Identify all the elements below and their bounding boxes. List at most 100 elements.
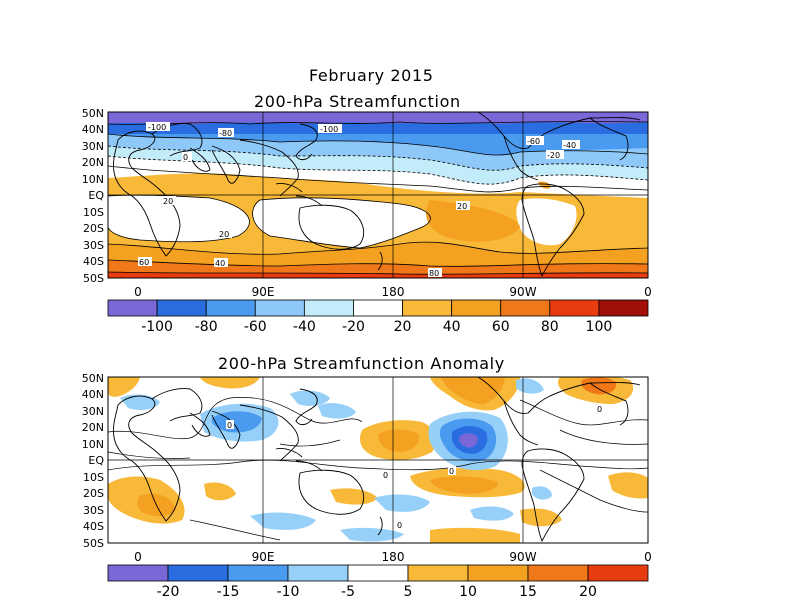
lat-label: 20N: [82, 156, 104, 169]
lat-label: 20N: [82, 421, 104, 434]
lat-label: 30N: [82, 140, 104, 153]
contour-label: 0: [227, 421, 232, 430]
colorbar-swatch: [467, 564, 529, 582]
contour-label: 20: [219, 230, 229, 239]
anom-pos: [204, 482, 236, 501]
colorbar-label: -15: [217, 584, 240, 600]
colorbar-label: 60: [492, 319, 510, 335]
colorbar-swatch: [303, 299, 354, 317]
colorbar-swatch: [527, 564, 589, 582]
anom-pos: [108, 377, 140, 397]
colorbar-label: 100: [586, 319, 613, 335]
colorbar-swatch: [347, 564, 409, 582]
colorbar-swatch: [107, 299, 158, 317]
anom-neg: [459, 433, 478, 448]
lon-label: 90W: [509, 550, 536, 564]
lat-label: 50N: [82, 107, 104, 120]
colorbar-swatch: [587, 564, 649, 582]
blob-orange-pacific: [426, 200, 520, 242]
colorbar-label: 10: [459, 584, 477, 600]
contour-label: 80: [429, 269, 439, 278]
blob-white-samerica: [516, 198, 577, 246]
bottom-lat-labels: 50N 40N 30N 20N 10N EQ 10S 20S 30S 40S 5…: [82, 372, 105, 550]
contour-label: -40: [563, 141, 576, 150]
blob-white-australia: [252, 197, 431, 248]
bottom-colorbar: [107, 564, 649, 582]
contour-label: -60: [527, 137, 540, 146]
lat-label: 50S: [83, 537, 104, 550]
colorbar-swatch: [156, 299, 207, 317]
colorbar-label: 5: [404, 584, 413, 600]
lat-label: 40N: [82, 388, 104, 401]
lat-label: 10N: [82, 438, 104, 451]
colorbar-swatch: [227, 564, 289, 582]
band-red-80: [108, 272, 648, 278]
lat-label: 50N: [82, 372, 104, 385]
colorbar-label: -40: [293, 319, 316, 335]
colorbar-swatch: [254, 299, 305, 317]
anom-pos: [200, 377, 260, 389]
lat-label: 40S: [83, 255, 104, 268]
contour-label: 20: [457, 202, 467, 211]
anom-pos: [581, 377, 617, 395]
lat-label: 20S: [83, 487, 104, 500]
lat-label: 10S: [83, 206, 104, 219]
contour-label: 60: [139, 258, 149, 267]
lat-label: 20S: [83, 222, 104, 235]
colorbar-swatch: [353, 299, 403, 317]
colorbar-swatch: [287, 564, 349, 582]
colorbar-label: -20: [342, 319, 365, 335]
lat-label: 40N: [82, 123, 104, 136]
top-lat-labels: 50N 40N 30N 20N 10N EQ 10S 20S 30S 40S 5…: [82, 107, 105, 285]
band-top-purple: [108, 112, 648, 125]
contour-label: 0: [397, 521, 402, 530]
colorbar-swatch: [451, 299, 502, 317]
lon-label: 180: [382, 550, 405, 564]
colorbar-label: -5: [341, 584, 355, 600]
anom-pos: [608, 472, 648, 499]
colorbar-label: -100: [141, 319, 173, 335]
contour-label: -100: [320, 125, 338, 134]
anom-neg: [470, 506, 514, 521]
lon-label: 0: [644, 285, 652, 299]
lat-label: EQ: [88, 454, 104, 467]
colorbar-label: -10: [277, 584, 300, 600]
top-colorbar-labels: -100 -80 -60 -40 -20 20 40 60 80 100: [141, 319, 612, 335]
contour-label: 20: [163, 197, 173, 206]
anom-neg: [250, 512, 316, 530]
band-paleblue: [108, 146, 648, 185]
colorbar-swatch: [407, 564, 469, 582]
bottom-map-frame: [107, 376, 649, 544]
anom-pos: [440, 377, 505, 404]
anom-neg: [290, 390, 330, 406]
lon-label: 0: [644, 550, 652, 564]
top-map-title: 200-hPa Streamfunction: [254, 92, 461, 111]
lat-label: 40S: [83, 520, 104, 533]
lon-label: 180: [382, 285, 405, 299]
contour-label: 0: [597, 405, 602, 414]
anom-neg: [318, 403, 356, 419]
contour-label: -100: [148, 123, 166, 132]
colorbar-label: -80: [195, 319, 218, 335]
lat-label: 10S: [83, 471, 104, 484]
contour-label: -20: [547, 151, 560, 160]
contour-label: 40: [215, 259, 225, 268]
lon-label: 90W: [509, 285, 536, 299]
top-map: [108, 112, 648, 278]
colorbar-label: 40: [443, 319, 461, 335]
band-lightblue: [108, 134, 648, 171]
bottom-map-title: 200-hPa Streamfunction Anomaly: [218, 354, 505, 373]
anom-neg: [374, 494, 430, 512]
lat-label: EQ: [88, 189, 104, 202]
colorbar-swatch: [107, 564, 169, 582]
lon-label: 90E: [252, 550, 275, 564]
anom-neg: [532, 486, 552, 500]
colorbar-swatch: [205, 299, 256, 317]
bottom-colorbar-labels: -20 -15 -10 -5 5 10 15 20: [157, 584, 597, 600]
lat-label: 10N: [82, 173, 104, 186]
bottom-contour-labels: 0 0 0 0 0: [226, 404, 604, 530]
anom-pos: [330, 488, 378, 505]
colorbar-label: -60: [244, 319, 267, 335]
lat-label: 30N: [82, 405, 104, 418]
